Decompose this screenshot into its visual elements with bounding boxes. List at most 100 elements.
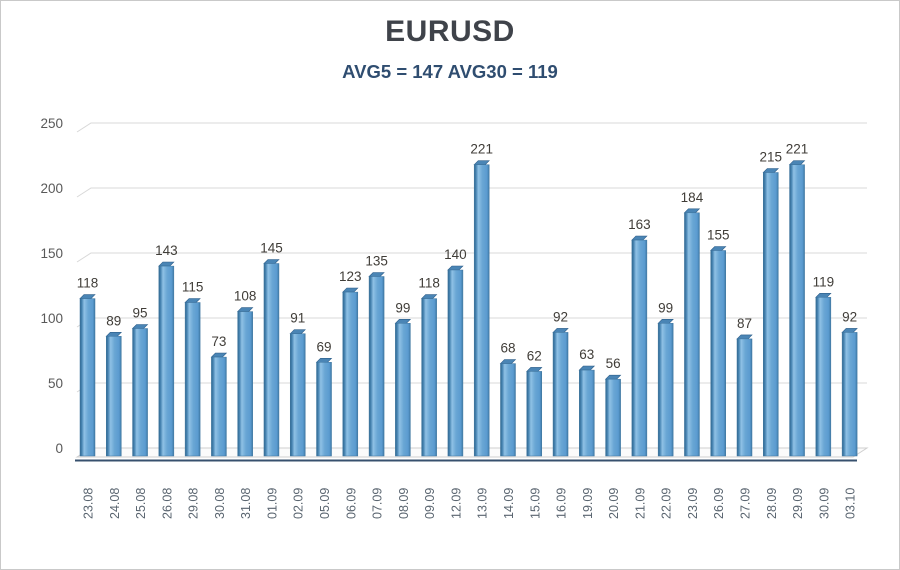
x-tick-label: 24.08 — [108, 488, 122, 519]
bar-top-cap — [841, 328, 858, 333]
gridline — [76, 252, 867, 263]
x-tick-label: 22.09 — [660, 488, 674, 519]
bar — [473, 164, 490, 457]
y-tick-label: 0 — [55, 441, 63, 456]
bar-top-cap — [79, 294, 96, 299]
chart-subtitle: AVG5 = 147 AVG30 = 119 — [342, 61, 558, 82]
bar — [579, 369, 595, 457]
bar-value-label: 118 — [418, 276, 440, 291]
bar — [631, 239, 648, 457]
bar — [684, 212, 700, 457]
bar-value-label: 87 — [737, 316, 752, 331]
x-tick-label: 21.09 — [633, 488, 647, 519]
bar-top-cap — [158, 261, 175, 267]
bar-value-label: 140 — [444, 247, 467, 262]
x-tick-label: 26.08 — [160, 488, 174, 519]
x-tick-label: 31.08 — [239, 488, 253, 519]
bar-value-label: 184 — [681, 190, 704, 205]
bar-top-cap — [526, 367, 543, 372]
bar-top-cap — [263, 259, 280, 264]
x-tick-label: 02.09 — [292, 488, 306, 519]
bar-top-cap — [762, 168, 780, 173]
bar — [552, 332, 569, 457]
bar — [211, 356, 227, 457]
bar-value-label: 115 — [182, 280, 204, 295]
bar — [368, 276, 385, 457]
bar-top-cap — [368, 272, 385, 277]
x-tick-label: 19.09 — [581, 488, 595, 519]
bar — [237, 311, 253, 457]
bar-value-label: 73 — [211, 334, 226, 349]
bar — [447, 269, 464, 457]
bar-value-label: 89 — [106, 313, 121, 328]
bar-value-label: 69 — [317, 339, 332, 354]
bar-top-cap — [131, 324, 149, 329]
x-tick-label: 05.09 — [318, 488, 332, 519]
bar-value-label: 163 — [628, 217, 651, 232]
x-tick-label: 14.09 — [502, 488, 516, 519]
bar-top-cap — [578, 365, 596, 371]
y-tick-label: 150 — [40, 246, 63, 261]
bar-value-label: 143 — [155, 243, 178, 258]
bar — [289, 333, 306, 457]
gridline — [76, 122, 867, 133]
x-tick-label: 06.09 — [344, 488, 358, 519]
bar — [184, 302, 201, 457]
bar-top-cap — [342, 287, 359, 293]
bar-top-cap — [394, 318, 412, 324]
bar-value-label: 99 — [395, 300, 410, 315]
bar-value-label: 95 — [133, 306, 148, 321]
bar — [841, 332, 858, 457]
y-tick-label: 50 — [48, 376, 63, 391]
bar — [605, 378, 621, 457]
bar-top-cap — [683, 208, 701, 214]
bar — [342, 291, 359, 457]
x-tick-label: 23.08 — [82, 488, 96, 519]
x-tick-label: 09.09 — [423, 488, 437, 519]
bar-top-cap — [604, 374, 622, 380]
bar-value-label: 155 — [707, 228, 730, 243]
bar-top-cap — [315, 357, 333, 363]
bar-value-label: 135 — [365, 254, 388, 269]
x-tick-label: 07.09 — [371, 488, 385, 519]
bar-value-label: 62 — [527, 348, 542, 363]
bar-top-cap — [788, 160, 806, 165]
bar-top-cap — [420, 294, 438, 299]
bar-top-cap — [709, 246, 727, 251]
x-tick-label: 25.08 — [134, 488, 148, 519]
bar — [789, 164, 805, 457]
bar-top-cap — [210, 352, 228, 358]
x-tick-label: 03.10 — [844, 488, 858, 519]
bar — [500, 363, 516, 457]
bar-value-label: 118 — [77, 276, 99, 291]
bar — [421, 298, 437, 457]
x-tick-label: 28.09 — [765, 488, 779, 519]
bar-top-cap — [552, 328, 569, 333]
x-tick-label: 29.09 — [791, 488, 805, 519]
x-tick-label: 16.09 — [555, 488, 569, 519]
x-tick-label: 13.09 — [476, 488, 490, 519]
bar — [158, 265, 175, 457]
bar-value-label: 119 — [813, 274, 835, 289]
bar — [657, 323, 674, 457]
bar-top-cap — [236, 307, 254, 312]
bar — [815, 297, 832, 457]
x-tick-label: 26.09 — [712, 488, 726, 519]
bar-top-cap — [184, 298, 201, 303]
x-tick-label: 27.09 — [739, 488, 753, 519]
bar-top-cap — [499, 359, 517, 364]
bar-value-label: 108 — [234, 289, 257, 304]
bar — [710, 250, 726, 457]
x-tick-label: 15.09 — [528, 488, 542, 519]
bar — [132, 328, 148, 457]
y-tick-label: 250 — [40, 116, 63, 131]
bar-top-cap — [473, 160, 490, 165]
bar — [526, 371, 543, 457]
bar — [316, 362, 332, 457]
x-tick-label: 30.09 — [817, 488, 831, 519]
bar-value-label: 145 — [260, 241, 283, 256]
bar — [106, 336, 122, 457]
bar-top-cap — [736, 334, 753, 340]
bar-top-cap — [657, 318, 674, 324]
